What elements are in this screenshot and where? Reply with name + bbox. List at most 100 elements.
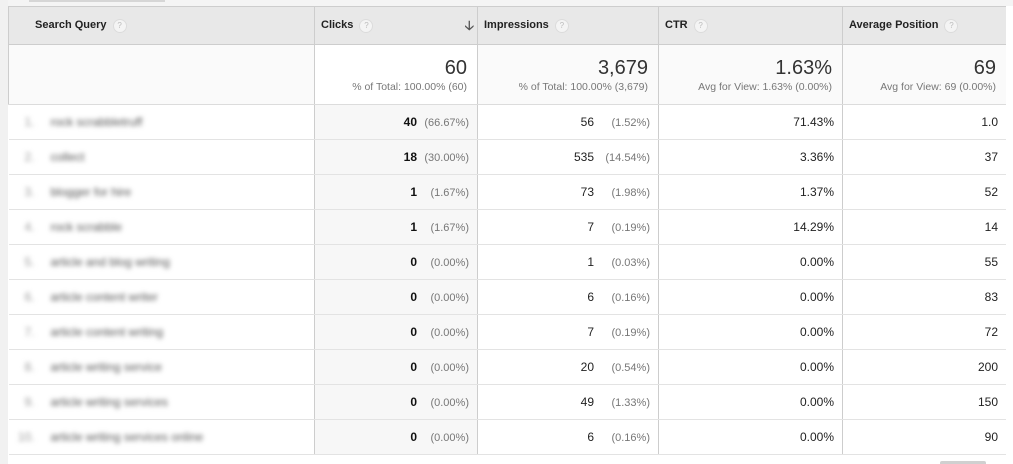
totals-label-cell <box>8 44 315 105</box>
average-position-value: 14 <box>984 220 998 234</box>
query-text-link[interactable]: article content writer <box>50 290 158 304</box>
right-edge <box>1006 6 1013 464</box>
query-text-link[interactable]: article content writing <box>50 325 164 339</box>
clicks-value: 0 <box>410 255 417 269</box>
clicks-value: 0 <box>410 395 417 409</box>
blurred-query: 1. rock scrabbletruff <box>9 115 143 129</box>
search-query-cell[interactable]: 9. article writing services <box>8 384 315 420</box>
clicks-percent: (0.00%) <box>430 362 469 374</box>
ctr-value: 71.43% <box>793 115 834 129</box>
clicks-value: 40 <box>403 115 417 129</box>
query-text-link[interactable]: article writing services <box>50 395 168 409</box>
impressions-percent: (1.98%) <box>611 187 650 199</box>
query-text-link[interactable]: article and blog writing <box>50 255 170 269</box>
impressions-cell: 20 (0.54%) <box>477 349 659 385</box>
table-row: 8. article writing service 0 (0.00%) 20 (0.… <box>8 349 1007 385</box>
impressions-value: 49 <box>580 395 594 409</box>
impressions-percent: (0.19%) <box>611 222 650 234</box>
impressions-cell: 7 (0.19%) <box>477 209 659 245</box>
table-row: 9. article writing services 0 (0.00%) 49 (1… <box>8 384 1007 420</box>
totals-ctr: 1.63% Avg for View: 1.63% (0.00%) <box>658 44 843 105</box>
impressions-value: 56 <box>580 115 594 129</box>
clicks-percent: (1.67%) <box>430 187 469 199</box>
row-number: 5. <box>24 255 35 269</box>
table-row: 10. article writing services online 0 (0.0… <box>8 419 1007 455</box>
table-row: 7. article content writing 0 (0.00%) 7 (0.1… <box>8 314 1007 350</box>
row-number: 7. <box>24 325 35 339</box>
search-query-cell[interactable]: 4. rock scrabble <box>8 209 315 245</box>
ctr-cell: 0.00% <box>658 314 843 350</box>
help-icon[interactable]: ? <box>693 18 708 33</box>
average-position-value: 55 <box>984 255 998 269</box>
help-icon[interactable]: ? <box>112 18 127 33</box>
column-header-search-query[interactable]: Search Query? <box>8 6 315 45</box>
ctr-value: 0.00% <box>799 395 834 409</box>
search-query-cell[interactable]: 2. collect <box>8 139 315 175</box>
column-label: Search Query <box>35 19 107 32</box>
average-position-cell: 200 <box>842 349 1007 385</box>
row-number: 9. <box>24 395 35 409</box>
clicks-percent: (0.00%) <box>430 292 469 304</box>
header-row: Search Query? Clicks? 🡣 Impressions? CTR… <box>8 6 1007 45</box>
impressions-percent: (0.16%) <box>611 432 650 444</box>
blurred-query: 7. article content writing <box>9 325 164 339</box>
blurred-query: 4. rock scrabble <box>9 220 122 234</box>
column-header-clicks[interactable]: Clicks? 🡣 <box>314 6 478 45</box>
query-text-link[interactable]: article writing service <box>50 360 162 374</box>
help-icon[interactable]: ? <box>554 18 569 33</box>
ctr-value: 1.37% <box>799 185 834 199</box>
help-icon[interactable]: ? <box>359 18 374 33</box>
impressions-cell: 73 (1.98%) <box>477 174 659 210</box>
row-number: 8. <box>24 360 35 374</box>
query-text-link[interactable]: article writing services online <box>50 430 204 444</box>
query-text-link[interactable]: blogger for hire <box>50 185 132 199</box>
average-position-value: 72 <box>984 325 998 339</box>
clicks-cell: 18 (30.00%) <box>314 139 478 175</box>
column-header-average-position[interactable]: Average Position? <box>842 6 1007 45</box>
query-text-link[interactable]: collect <box>50 150 85 164</box>
impressions-value: 6 <box>587 430 594 444</box>
search-query-cell[interactable]: 1. rock scrabbletruff <box>8 104 315 140</box>
table-row: 6. article content writer 0 (0.00%) 6 (0.16… <box>8 279 1007 315</box>
ctr-cell: 71.43% <box>658 104 843 140</box>
query-text-link[interactable]: rock scrabbletruff <box>50 115 143 129</box>
impressions-percent: (0.16%) <box>611 292 650 304</box>
search-query-cell[interactable]: 3. blogger for hire <box>8 174 315 210</box>
search-query-cell[interactable]: 8. article writing service <box>8 349 315 385</box>
blurred-query: 6. article content writer <box>9 290 158 304</box>
ctr-value: 14.29% <box>793 220 834 234</box>
row-number: 6. <box>24 290 35 304</box>
totals-clicks: 60 % of Total: 100.00% (60) <box>314 44 478 105</box>
ctr-cell: 0.00% <box>658 349 843 385</box>
search-query-cell[interactable]: 10. article writing services online <box>8 419 315 455</box>
average-position-cell: 1.0 <box>842 104 1007 140</box>
impressions-cell: 56 (1.52%) <box>477 104 659 140</box>
totals-subtext: % of Total: 100.00% (3,679) <box>518 80 648 93</box>
search-query-cell[interactable]: 7. article content writing <box>8 314 315 350</box>
search-query-cell[interactable]: 6. article content writer <box>8 279 315 315</box>
average-position-cell: 83 <box>842 279 1007 315</box>
ctr-cell: 0.00% <box>658 384 843 420</box>
column-header-ctr[interactable]: CTR? <box>658 6 843 45</box>
ctr-value: 0.00% <box>799 325 834 339</box>
clicks-cell: 0 (0.00%) <box>314 384 478 420</box>
ctr-cell: 0.00% <box>658 244 843 280</box>
clicks-percent: (30.00%) <box>424 152 469 164</box>
bottom-control-edge[interactable] <box>940 461 986 464</box>
average-position-value: 200 <box>977 360 998 374</box>
column-header-impressions[interactable]: Impressions? <box>477 6 659 45</box>
blurred-query: 10. article writing services online <box>9 430 204 444</box>
impressions-value: 6 <box>587 290 594 304</box>
arrow-down-icon[interactable]: 🡣 <box>464 18 474 33</box>
impressions-value: 1 <box>587 255 594 269</box>
ctr-cell: 1.37% <box>658 174 843 210</box>
help-icon[interactable]: ? <box>944 18 959 33</box>
ctr-value: 0.00% <box>799 255 834 269</box>
clicks-percent: (0.00%) <box>430 432 469 444</box>
impressions-cell: 535 (14.54%) <box>477 139 659 175</box>
search-query-report-table: Search Query? Clicks? 🡣 Impressions? CTR… <box>8 6 1007 455</box>
totals-value: 60 <box>444 56 467 79</box>
totals-subtext: Avg for View: 1.63% (0.00%) <box>698 80 832 93</box>
query-text-link[interactable]: rock scrabble <box>50 220 122 234</box>
search-query-cell[interactable]: 5. article and blog writing <box>8 244 315 280</box>
